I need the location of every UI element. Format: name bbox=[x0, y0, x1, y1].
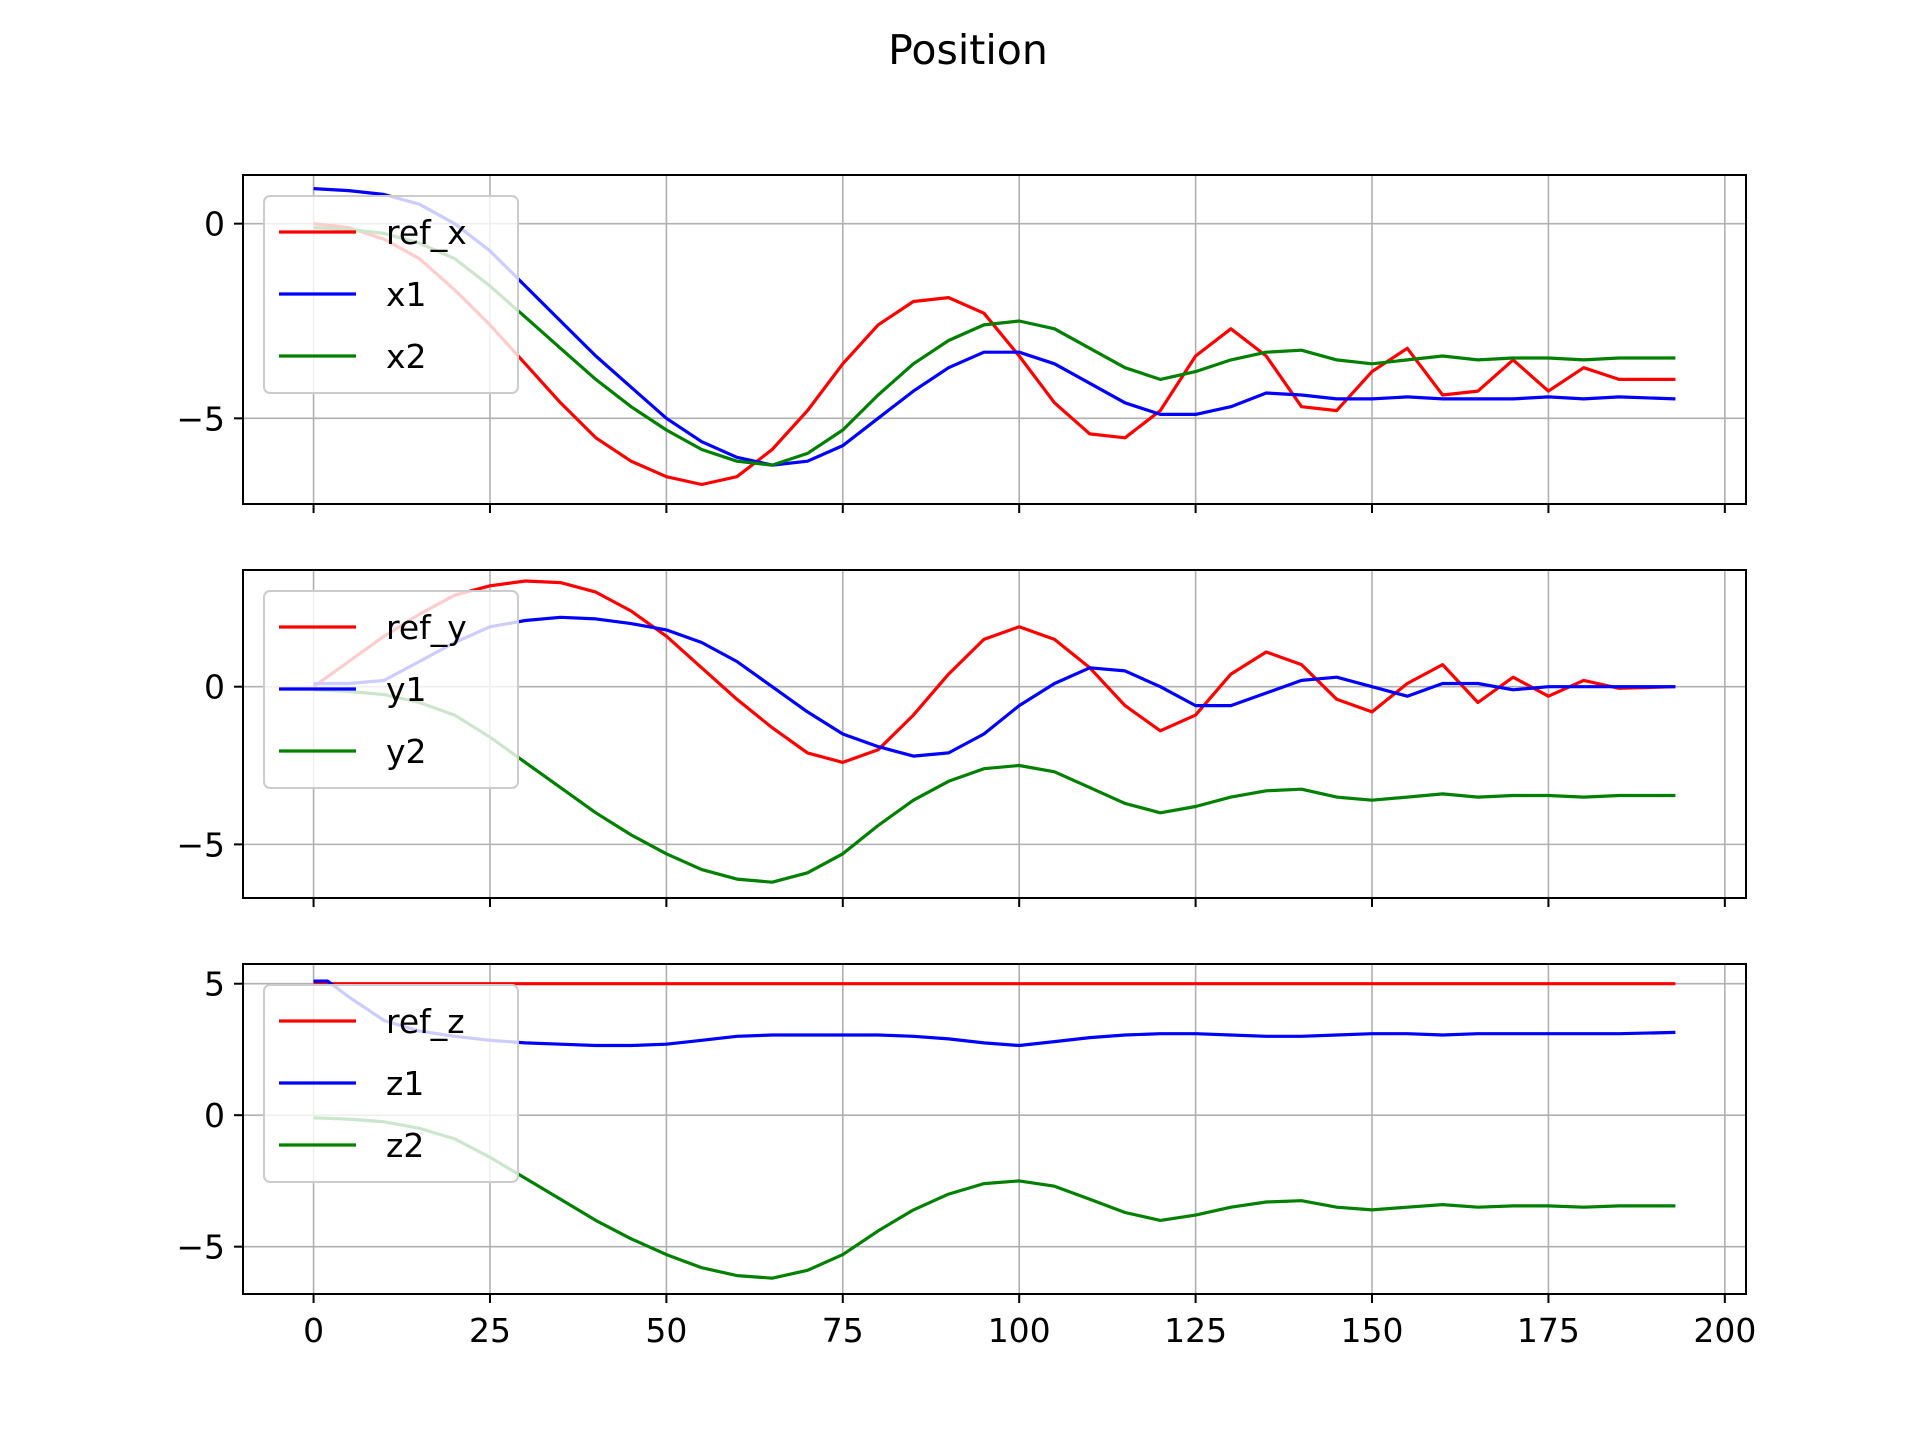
x-tick-label: 200 bbox=[1693, 1311, 1756, 1350]
x-tick-label: 125 bbox=[1164, 1311, 1227, 1350]
legend-label-ref_y: ref_y bbox=[386, 608, 467, 647]
series-line-z2 bbox=[313, 1116, 1676, 1280]
series-line-x1 bbox=[313, 187, 1676, 467]
series-group bbox=[312, 579, 1676, 884]
y-tick-label: −5 bbox=[176, 1228, 225, 1267]
y-tick-label: 0 bbox=[204, 1096, 225, 1135]
x-tick-label: 25 bbox=[469, 1311, 511, 1350]
y-tick-label: −5 bbox=[176, 399, 225, 438]
axes-frame bbox=[242, 569, 1747, 899]
legend-label-ref_z: ref_z bbox=[386, 1002, 465, 1041]
x-tick-label: 175 bbox=[1517, 1311, 1580, 1350]
subplot-2: 0 −5 ref_y y1 y2 bbox=[176, 569, 1747, 907]
legend: ref_x x1 x2 bbox=[263, 195, 519, 394]
x-tick-label: 100 bbox=[988, 1311, 1051, 1350]
y-tick-label: 5 bbox=[204, 965, 225, 1004]
axes-frame bbox=[242, 174, 1747, 505]
legend: ref_z z1 z2 bbox=[263, 984, 519, 1183]
legend-label-x2: x2 bbox=[386, 337, 427, 376]
y-tick-label: −5 bbox=[176, 825, 225, 864]
series-line-ref_y bbox=[312, 579, 1676, 764]
legend-label-z2: z2 bbox=[386, 1126, 424, 1165]
series-group bbox=[313, 187, 1676, 487]
axes-frame bbox=[242, 963, 1747, 1295]
legend: ref_y y1 y2 bbox=[263, 590, 519, 789]
figure-title: Position bbox=[888, 26, 1048, 74]
x-tick-label: 150 bbox=[1341, 1311, 1404, 1350]
x-tick-label: 50 bbox=[645, 1311, 687, 1350]
series-line-y2 bbox=[313, 688, 1676, 884]
series-line-ref_x bbox=[313, 222, 1676, 487]
x-tick-label: 75 bbox=[822, 1311, 864, 1350]
x-tick-label: 0 bbox=[303, 1311, 324, 1350]
series-line-y1 bbox=[313, 615, 1676, 758]
legend-label-y1: y1 bbox=[386, 670, 427, 709]
legend-label-z1: z1 bbox=[386, 1064, 424, 1103]
subplot-1: 0 −5 ref_x x1 x2 bbox=[176, 174, 1747, 513]
legend-box bbox=[263, 984, 519, 1183]
legend-label-y2: y2 bbox=[386, 732, 427, 771]
y-tick-label: 0 bbox=[204, 668, 225, 707]
legend-label-ref_x: ref_x bbox=[386, 213, 467, 252]
series-line-x2 bbox=[313, 226, 1676, 467]
y-tick-label: 0 bbox=[204, 205, 225, 244]
legend-label-x1: x1 bbox=[386, 275, 427, 314]
legend-box bbox=[263, 590, 519, 789]
legend-box bbox=[263, 195, 519, 394]
